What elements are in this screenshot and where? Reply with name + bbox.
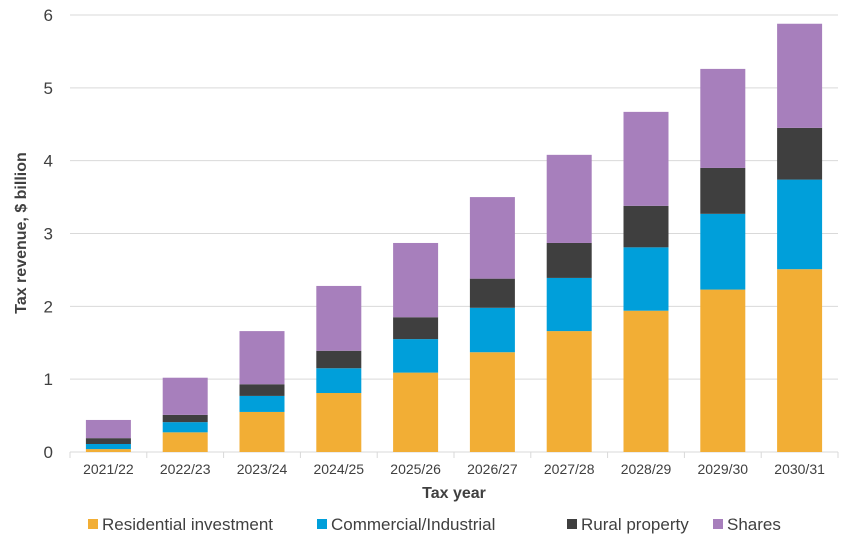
bar-segment	[700, 68, 746, 168]
x-tick-label: 2021/22	[83, 461, 134, 477]
bar-segment	[239, 411, 285, 452]
bar-segment	[85, 449, 131, 452]
x-tick-label: 2028/29	[621, 461, 672, 477]
bar-segment	[85, 419, 131, 439]
bar-segment	[316, 368, 362, 394]
bar-segment	[546, 154, 592, 243]
bar-segment	[777, 179, 823, 270]
x-tick-label: 2027/28	[544, 461, 595, 477]
y-tick-label: 4	[44, 152, 53, 171]
bar-segment	[623, 310, 669, 452]
bar-segment	[623, 247, 669, 311]
y-tick-label: 3	[44, 225, 53, 244]
bar-segment	[393, 317, 439, 340]
x-tick-label: 2024/25	[313, 461, 364, 477]
bar-segment	[700, 289, 746, 452]
bar-segment	[393, 372, 439, 452]
x-tick-label: 2026/27	[467, 461, 518, 477]
y-tick-label: 0	[44, 443, 53, 462]
bar-segment	[469, 352, 515, 452]
y-tick-label: 6	[44, 6, 53, 25]
y-axis-ticks: 0 1 2 3 4 5 6	[44, 6, 53, 462]
x-axis-ticks: 2021/22 2022/23 2023/24 2024/25 2025/26 2026/…	[83, 461, 825, 477]
bar-segment	[239, 384, 285, 396]
legend-swatch	[567, 519, 577, 529]
legend-label: Residential investment	[102, 515, 273, 534]
legend: Residential investment Commercial/Industr…	[88, 515, 781, 534]
bar-segment	[162, 422, 208, 433]
x-axis-label: Tax year	[422, 485, 486, 502]
bars	[85, 23, 823, 452]
bar-segment	[546, 331, 592, 452]
y-tick-label: 2	[44, 297, 53, 316]
bar-segment	[162, 377, 208, 415]
y-tick-label: 1	[44, 370, 53, 389]
legend-label: Shares	[727, 515, 781, 534]
x-tick-label: 2029/30	[697, 461, 748, 477]
bar-segment	[623, 205, 669, 248]
bar-segment	[469, 278, 515, 308]
bar-segment	[546, 242, 592, 278]
x-tick-label: 2023/24	[237, 461, 288, 477]
bar-segment	[162, 432, 208, 452]
bar-segment	[546, 277, 592, 332]
y-axis-label: Tax revenue, $ billion	[13, 152, 30, 314]
bar-segment	[393, 339, 439, 373]
bar-segment	[85, 438, 131, 444]
legend-swatch	[713, 519, 723, 529]
bar-segment	[777, 269, 823, 452]
bar-segment	[239, 395, 285, 412]
x-tick-label: 2025/26	[390, 461, 441, 477]
bar-segment	[777, 127, 823, 180]
bar-segment	[316, 393, 362, 452]
bar-segment	[700, 213, 746, 290]
bar-segment	[469, 307, 515, 353]
x-tick-label: 2022/23	[160, 461, 211, 477]
bar-segment	[623, 111, 669, 206]
bar-segment	[777, 23, 823, 128]
legend-label: Commercial/Industrial	[331, 515, 495, 534]
legend-label: Rural property	[581, 515, 689, 534]
bar-segment	[239, 331, 285, 385]
bar-segment	[393, 242, 439, 318]
bar-segment	[85, 443, 131, 450]
legend-swatch	[317, 519, 327, 529]
bar-segment	[316, 285, 362, 351]
bar-segment	[469, 197, 515, 279]
bar-segment	[700, 167, 746, 214]
y-tick-label: 5	[44, 79, 53, 98]
bar-segment	[316, 350, 362, 369]
x-tick-label: 2030/31	[774, 461, 825, 477]
legend-swatch	[88, 519, 98, 529]
bar-segment	[162, 414, 208, 423]
